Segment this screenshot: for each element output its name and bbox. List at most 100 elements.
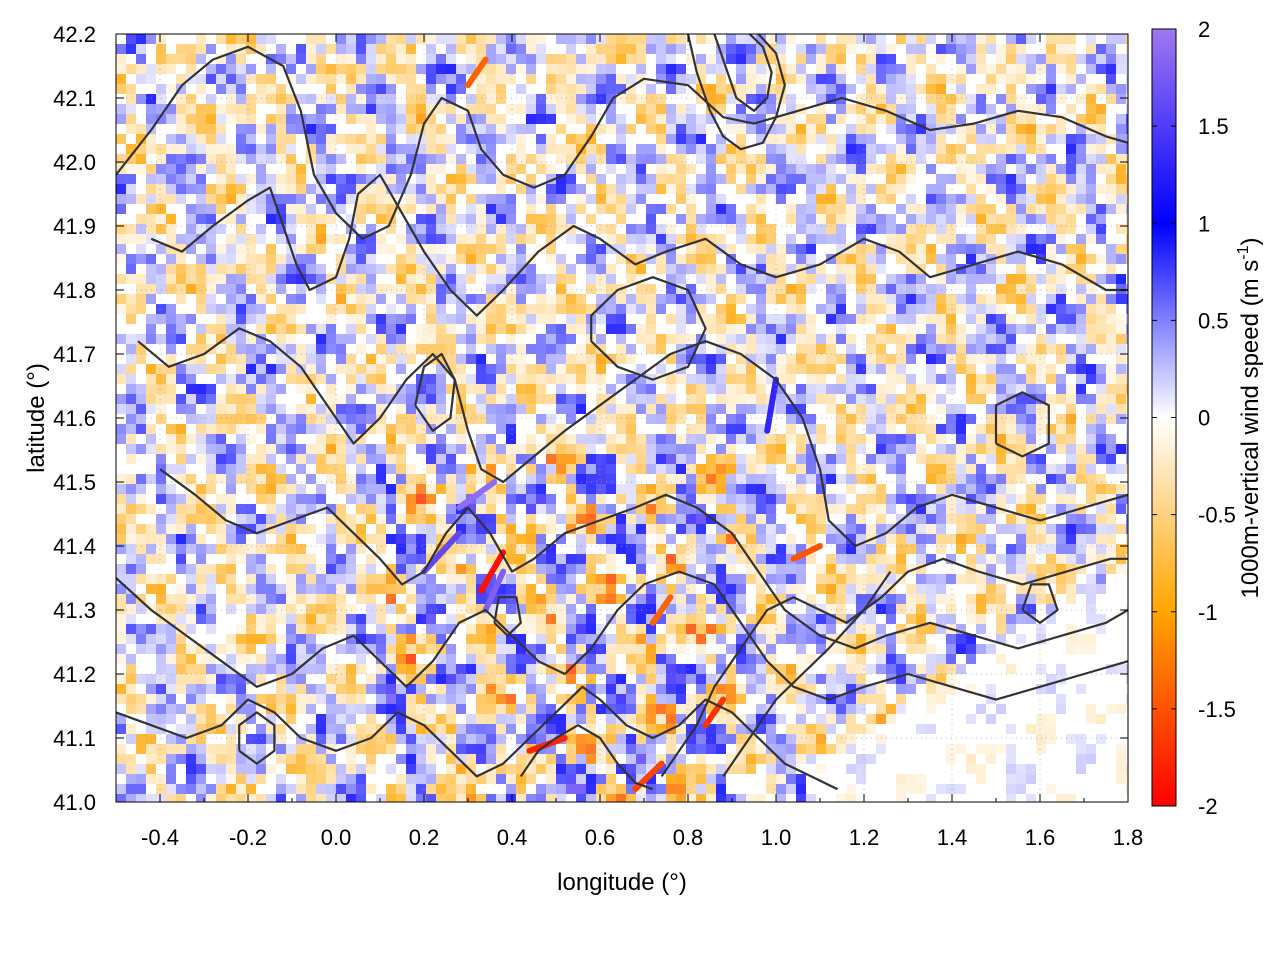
- heatmap-cell: [166, 134, 176, 144]
- heatmap-cell: [136, 604, 146, 614]
- heatmap-cell: [256, 494, 266, 504]
- heatmap-cell: [1036, 214, 1046, 224]
- heatmap-cell: [626, 514, 636, 524]
- heatmap-cell: [276, 104, 286, 114]
- heatmap-cell: [336, 534, 346, 544]
- heatmap-cell: [666, 534, 676, 544]
- heatmap-cell: [296, 294, 306, 304]
- heatmap-cell: [326, 584, 336, 594]
- heatmap-cell: [496, 214, 506, 224]
- heatmap-cell: [946, 244, 956, 254]
- heatmap-cell: [826, 54, 836, 64]
- heatmap-cell: [676, 354, 686, 364]
- heatmap-cell: [296, 184, 306, 194]
- heatmap-cell: [136, 284, 146, 294]
- heatmap-cell: [716, 154, 726, 164]
- heatmap-cell: [746, 304, 756, 314]
- heatmap-cell: [286, 174, 296, 184]
- heatmap-cell: [426, 44, 436, 54]
- heatmap-cell: [1016, 54, 1026, 64]
- heatmap-cell: [726, 424, 736, 434]
- heatmap-cell: [926, 354, 936, 364]
- heatmap-cell: [506, 34, 516, 44]
- heatmap-cell: [946, 144, 956, 154]
- heatmap-cell: [1106, 74, 1116, 84]
- heatmap-cell: [236, 424, 246, 434]
- heatmap-cell: [916, 334, 926, 344]
- heatmap-cell: [696, 434, 706, 444]
- heatmap-cell: [306, 614, 316, 624]
- heatmap-cell: [176, 554, 186, 564]
- heatmap-cell: [456, 214, 466, 224]
- heatmap-cell: [236, 94, 246, 104]
- heatmap-cell: [116, 534, 126, 544]
- heatmap-cell: [886, 64, 896, 74]
- heatmap-cell: [716, 204, 726, 214]
- heatmap-cell: [916, 234, 926, 244]
- heatmap-cell: [876, 344, 886, 354]
- heatmap-cell: [846, 184, 856, 194]
- heatmap-cell: [876, 254, 886, 264]
- heatmap-cell: [756, 234, 766, 244]
- heatmap-cell: [936, 444, 946, 454]
- heatmap-cell: [226, 294, 236, 304]
- heatmap-cell: [986, 314, 996, 324]
- heatmap-cell: [396, 74, 406, 84]
- heatmap-cell: [126, 104, 136, 114]
- heatmap-cell: [316, 104, 326, 114]
- heatmap-cell: [566, 604, 576, 614]
- heatmap-cell: [1036, 274, 1046, 284]
- heatmap-cell: [646, 314, 656, 324]
- heatmap-cell: [916, 404, 926, 414]
- heatmap-cell: [806, 354, 816, 364]
- heatmap-cell: [686, 474, 696, 484]
- heatmap-cell: [546, 274, 556, 284]
- heatmap-cell: [476, 34, 486, 44]
- heatmap-cell: [526, 514, 536, 524]
- heatmap-cell: [806, 174, 816, 184]
- heatmap-cell: [216, 404, 226, 414]
- heatmap-cell: [1086, 454, 1096, 464]
- heatmap-cell: [796, 454, 806, 464]
- heatmap-cell: [896, 394, 906, 404]
- heatmap-cell: [246, 304, 256, 314]
- heatmap-cell: [1036, 164, 1046, 174]
- heatmap-cell: [606, 574, 616, 584]
- heatmap-cell: [246, 464, 256, 474]
- heatmap-cell: [646, 334, 656, 344]
- heatmap-cell: [376, 104, 386, 114]
- heatmap-cell: [506, 314, 516, 324]
- heatmap-cell: [456, 334, 466, 344]
- heatmap-cell: [716, 574, 726, 584]
- heatmap-cell: [296, 414, 306, 424]
- heatmap-cell: [136, 414, 146, 424]
- heatmap-cell: [1066, 554, 1076, 564]
- heatmap-cell: [336, 104, 346, 114]
- heatmap-cell: [1096, 334, 1106, 344]
- heatmap-cell: [826, 494, 836, 504]
- heatmap-cell: [716, 334, 726, 344]
- heatmap-cell: [246, 74, 256, 84]
- heatmap-cell: [786, 364, 796, 374]
- heatmap-cell: [996, 354, 1006, 364]
- heatmap-cell: [526, 434, 536, 444]
- heatmap-cell: [1026, 384, 1036, 394]
- heatmap-cell: [226, 94, 236, 104]
- heatmap-cell: [246, 344, 256, 354]
- heatmap-cell: [816, 154, 826, 164]
- heatmap-cell: [786, 74, 796, 84]
- heatmap-cell: [346, 34, 356, 44]
- heatmap-cell: [1076, 444, 1086, 454]
- heatmap-cell: [196, 124, 206, 134]
- heatmap-cell: [396, 334, 406, 344]
- heatmap-cell: [206, 464, 216, 474]
- heatmap-cell: [306, 624, 316, 634]
- heatmap-cell: [866, 294, 876, 304]
- heatmap-cell: [576, 394, 586, 404]
- heatmap-cell: [776, 294, 786, 304]
- heatmap-cell: [146, 64, 156, 74]
- heatmap-cell: [476, 354, 486, 364]
- heatmap-cell: [686, 554, 696, 564]
- heatmap-cell: [736, 334, 746, 344]
- heatmap-cell: [1016, 464, 1026, 474]
